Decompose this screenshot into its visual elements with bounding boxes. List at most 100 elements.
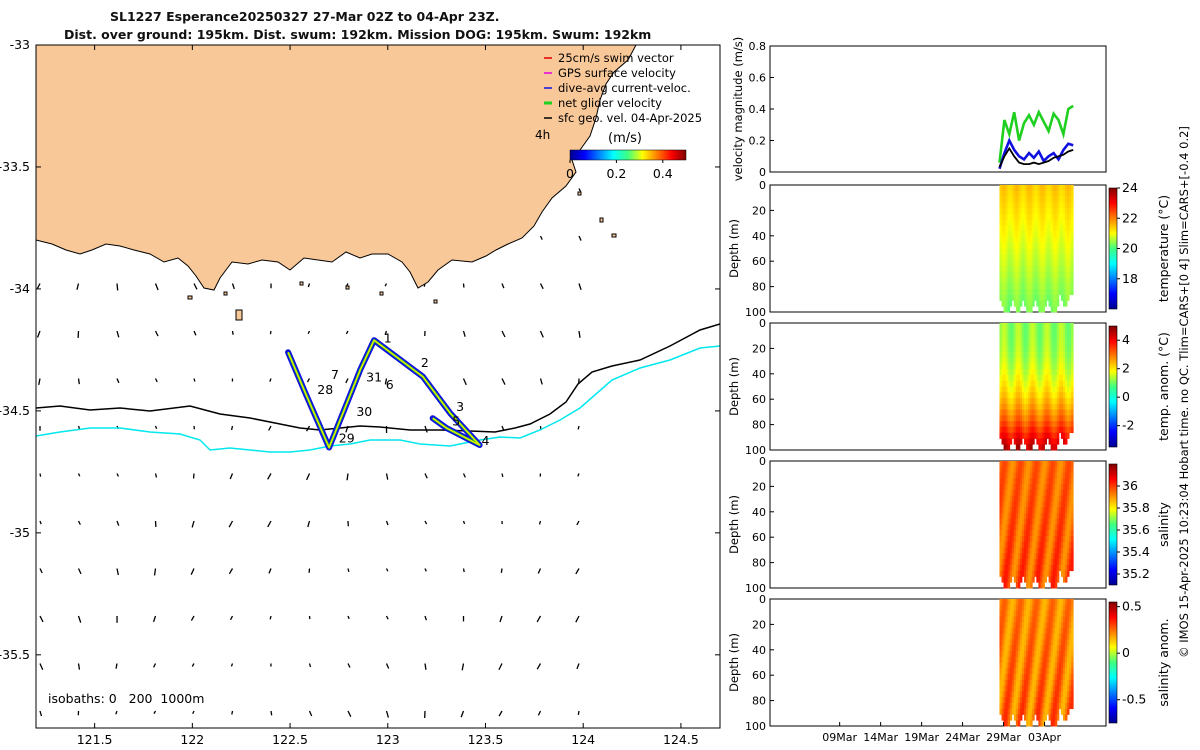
section-cell: [1050, 679, 1054, 686]
section-cell: [1062, 478, 1066, 485]
section-cell: [1024, 409, 1027, 416]
section-cell: [999, 392, 1002, 399]
section-cell: [1011, 403, 1015, 410]
section-cell: [1001, 415, 1004, 422]
section-cell: [1013, 559, 1017, 566]
section-cell: [1015, 633, 1019, 640]
section-cell: [1067, 541, 1070, 548]
section-cell: [1048, 231, 1052, 238]
section-cell: [1042, 559, 1045, 566]
section-cell: [1054, 610, 1058, 617]
section-cell: [1034, 530, 1037, 537]
section-cell: [1048, 668, 1052, 675]
section-ytick-label: 40: [752, 230, 766, 243]
section-cell: [1019, 645, 1023, 652]
section-cell: [1013, 248, 1017, 255]
section-cell: [1011, 708, 1015, 715]
section-cell: [1056, 213, 1060, 221]
section-cell: [1030, 633, 1033, 640]
section-cell: [1065, 564, 1068, 572]
section-cell: [1009, 495, 1013, 502]
section-cell: [1013, 547, 1017, 554]
section-cell: [1038, 697, 1041, 704]
section-cell: [1065, 645, 1068, 652]
section-cell: [1048, 403, 1052, 410]
section-cell: [1024, 627, 1027, 635]
section-cell: [1026, 524, 1029, 531]
section-cell: [1071, 553, 1074, 560]
section-cell: [1026, 576, 1029, 583]
section-cell: [999, 633, 1002, 640]
section-cell: [1067, 691, 1070, 698]
section-cell: [1044, 363, 1047, 370]
section-cell: [1050, 351, 1054, 359]
section-cell: [1038, 380, 1041, 387]
section-ytick-label: 20: [752, 204, 766, 217]
section-cell: [1052, 679, 1056, 686]
section-cell: [1003, 288, 1007, 296]
section-cell: [1003, 564, 1007, 572]
section-cell: [1054, 622, 1058, 629]
section-cell: [1071, 248, 1074, 255]
section-cell: [1013, 328, 1017, 335]
section-cell: [1036, 553, 1039, 560]
section-cell: [1013, 633, 1017, 640]
section-cell: [1013, 512, 1017, 520]
section-cell: [1034, 466, 1037, 473]
section-cell: [1011, 645, 1015, 652]
section-cell: [1036, 438, 1039, 445]
section-cell: [1050, 225, 1054, 232]
section-cell: [1007, 518, 1011, 525]
section-cell: [1048, 570, 1052, 577]
section-cell: [1056, 622, 1060, 629]
section-cell: [1058, 231, 1062, 238]
section-ylabel: Depth (m): [727, 219, 741, 278]
section-cell: [1060, 650, 1064, 658]
section-cell: [1013, 283, 1017, 290]
section-cell: [1062, 432, 1066, 439]
section-cell: [1026, 421, 1029, 428]
section-cell: [1017, 524, 1021, 531]
section-cell: [1030, 702, 1033, 710]
section-cell: [1050, 484, 1054, 491]
section-cell: [1052, 582, 1056, 589]
section-cell: [1015, 461, 1019, 468]
section-cell: [1007, 610, 1011, 617]
section-cell: [1040, 604, 1043, 611]
section-cell: [1022, 328, 1025, 335]
section-cell: [1054, 495, 1058, 502]
section-cell: [1042, 639, 1045, 646]
section-cell: [1003, 403, 1007, 410]
section-cell: [1028, 283, 1031, 290]
section-cell: [1024, 432, 1027, 439]
section-cell: [1069, 421, 1072, 428]
section-cell: [1042, 536, 1045, 543]
section-cell: [1054, 541, 1058, 548]
section-cell: [1062, 662, 1066, 669]
section-cell: [1003, 409, 1007, 416]
section-cell: [1056, 656, 1060, 663]
section-cell: [1050, 576, 1054, 583]
section-cell: [1019, 679, 1023, 686]
section-cell: [1054, 484, 1058, 491]
section-cell: [1019, 260, 1023, 267]
section-cell: [1060, 283, 1064, 290]
section-cell: [1050, 426, 1054, 434]
section-cell: [1065, 248, 1068, 255]
section-cell: [1062, 323, 1066, 330]
section-cell: [1009, 236, 1013, 244]
section-cell: [1065, 225, 1068, 232]
section-cell: [1040, 639, 1043, 646]
section-cell: [1015, 536, 1019, 543]
section-cell: [1022, 639, 1025, 646]
section-cell: [999, 702, 1002, 710]
section-cell: [1015, 524, 1019, 531]
section-cell: [1067, 708, 1070, 715]
section-ytick-label: 20: [752, 342, 766, 355]
section-cell: [1030, 415, 1033, 422]
section-cell: [1026, 702, 1029, 710]
section-cell: [1062, 633, 1066, 640]
section-cell: [1069, 633, 1072, 640]
section-cell: [1032, 547, 1035, 554]
section-cell: [1056, 633, 1060, 640]
